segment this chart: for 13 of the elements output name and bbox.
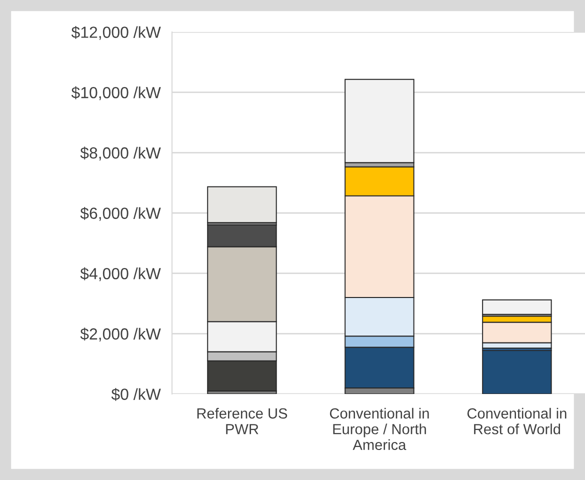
y-tick-label: $0 /kW [111, 388, 161, 401]
bar [482, 350, 552, 394]
y-tick-label: $2,000 /kW [80, 328, 161, 342]
bar [344, 78, 414, 164]
x-tick-label: Conventional in Rest of World [467, 408, 566, 434]
y-tick-label: $4,000 /kW [80, 267, 161, 282]
y-tick-label: $8,000 /kW [80, 146, 161, 160]
x-tick-label: Reference US PWR [197, 408, 288, 434]
y-tick-label: $10,000 /kW [71, 86, 161, 100]
bar [207, 186, 277, 224]
x-tick-label: Conventional in Europe / North America [330, 408, 429, 450]
y-tick-label: $12,000 /kW [71, 26, 161, 40]
y-tick-label: $6,000 /kW [80, 206, 161, 221]
